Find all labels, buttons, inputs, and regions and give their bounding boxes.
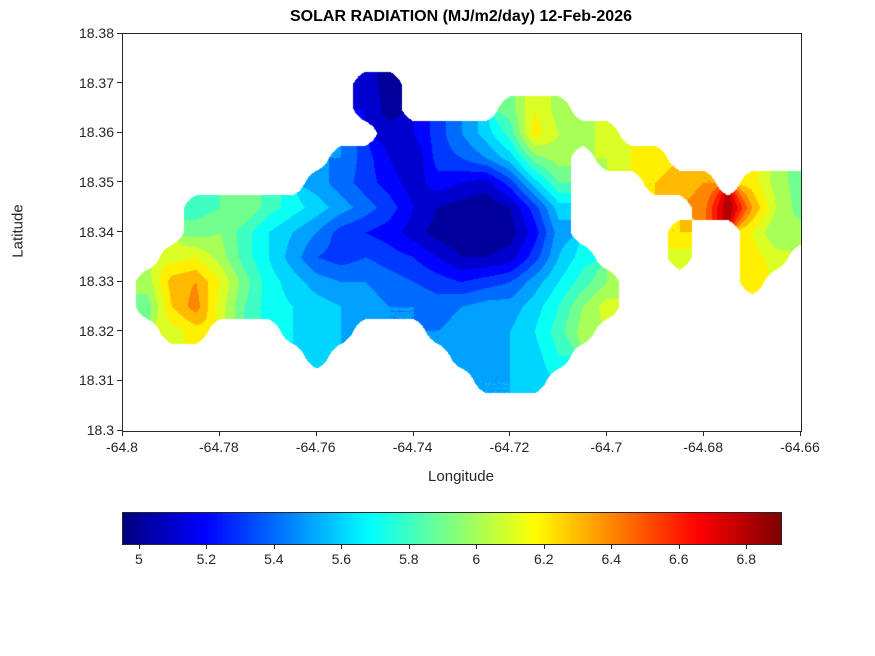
y-tick-label: 18.34 — [78, 223, 114, 240]
y-tick-mark — [117, 429, 122, 431]
colorbar-tick-label: 5.8 — [399, 551, 419, 567]
x-tick-mark — [703, 431, 705, 436]
x-tick-mark — [509, 431, 511, 436]
x-tick-mark — [122, 431, 123, 436]
y-axis-label: Latitude — [9, 204, 27, 258]
x-tick-label: -64.76 — [295, 439, 336, 455]
x-tick-label: -64.7 — [590, 439, 623, 455]
x-tick-mark — [606, 431, 608, 436]
colorbar-tick-label: 5.4 — [264, 551, 284, 567]
colorbar-tick-label: 6.2 — [534, 551, 554, 567]
x-tick-label: -64.8 — [106, 439, 138, 455]
colorbar-tick-label: 6.8 — [736, 551, 756, 567]
x-tick-mark — [315, 431, 317, 436]
x-tick-mark — [412, 431, 414, 436]
colorbar-tick-label: 5.2 — [196, 551, 217, 567]
colorbar-tick-label: 6.4 — [601, 551, 622, 567]
x-tick-label: -64.74 — [392, 439, 433, 455]
x-tick-label: -64.78 — [198, 439, 239, 455]
colorbar-tick-label: 5 — [134, 551, 143, 567]
colorbar-tick-mark — [543, 545, 545, 549]
colorbar-tick-mark — [206, 545, 208, 549]
colorbar-tick-label: 6 — [472, 551, 481, 567]
y-tick-label: 18.37 — [78, 74, 114, 91]
y-tick-mark — [117, 32, 122, 34]
y-tick-mark — [117, 280, 122, 282]
y-tick-mark — [117, 330, 122, 332]
map-canvas — [123, 34, 801, 431]
colorbar-tick-mark — [746, 545, 748, 549]
colorbar-tick-mark — [341, 545, 343, 549]
y-tick-mark — [117, 82, 122, 84]
y-tick-mark — [117, 231, 122, 232]
colorbar-canvas — [123, 513, 781, 544]
colorbar — [122, 512, 782, 545]
x-tick-label: -64.66 — [780, 439, 820, 455]
colorbar-tick-mark — [476, 545, 478, 549]
colorbar-tick-label: 6.6 — [669, 551, 689, 567]
colorbar-tick-mark — [273, 545, 275, 549]
chart-title: SOLAR RADIATION (MJ/m2/day) 12-Feb-2026 — [290, 8, 632, 25]
plot-area — [122, 33, 802, 432]
colorbar-tick-mark — [138, 545, 140, 549]
y-tick-label: 18.36 — [78, 124, 114, 141]
y-tick-label: 18.33 — [78, 273, 114, 290]
y-tick-mark — [117, 131, 122, 133]
y-tick-label: 18.32 — [78, 322, 114, 339]
y-tick-label: 18.3 — [86, 422, 114, 438]
x-tick-mark — [218, 431, 220, 436]
colorbar-tick-label: 5.6 — [331, 551, 352, 567]
x-axis-label: Longitude — [428, 468, 494, 485]
y-tick-label: 18.31 — [78, 372, 114, 389]
y-tick-mark — [117, 181, 122, 183]
y-tick-label: 18.38 — [78, 25, 114, 41]
x-tick-label: -64.72 — [489, 439, 530, 455]
y-tick-label: 18.35 — [78, 173, 114, 190]
x-tick-label: -64.68 — [683, 439, 723, 455]
colorbar-tick-mark — [408, 545, 410, 549]
x-tick-mark — [800, 431, 801, 436]
colorbar-tick-mark — [678, 545, 680, 549]
colorbar-tick-mark — [611, 545, 613, 549]
y-tick-mark — [117, 379, 122, 381]
